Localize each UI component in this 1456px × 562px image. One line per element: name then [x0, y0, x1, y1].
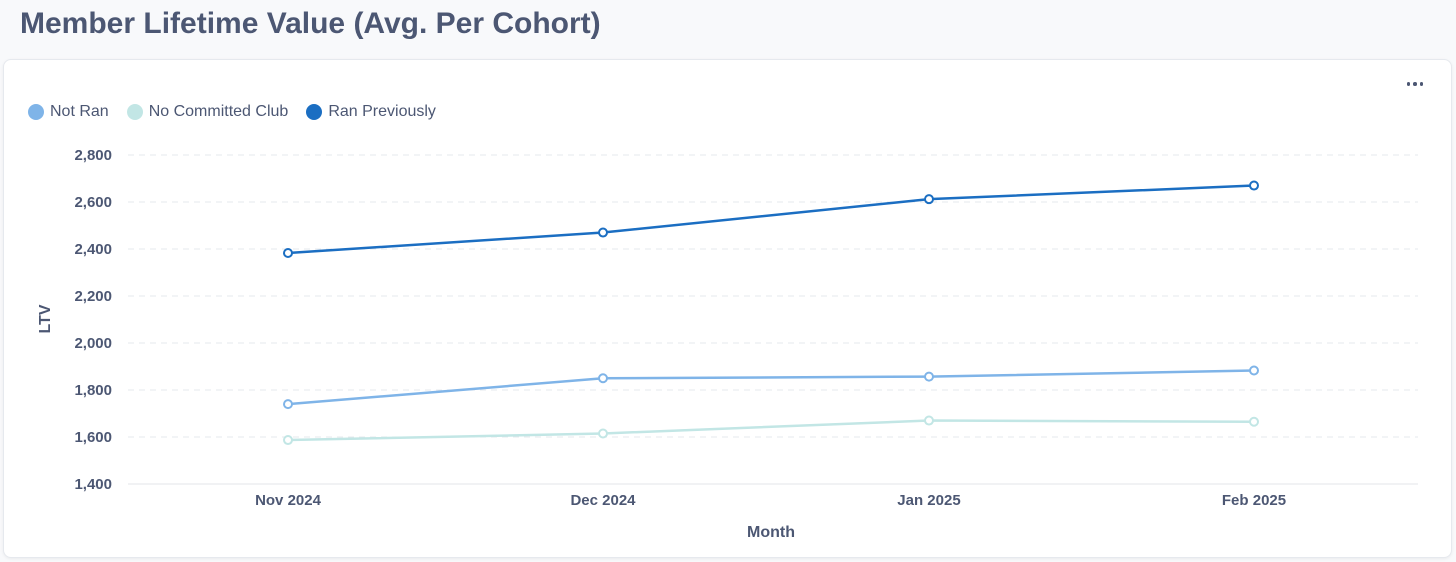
x-axis-title: Month — [747, 524, 795, 541]
data-point[interactable] — [283, 435, 293, 446]
card-menu-button[interactable] — [1397, 72, 1433, 96]
data-point[interactable] — [598, 373, 608, 384]
data-point[interactable] — [1249, 180, 1259, 191]
y-tick-label: 2,000 — [74, 335, 112, 352]
y-tick-label: 2,600 — [74, 194, 112, 211]
data-point[interactable] — [924, 415, 934, 426]
ellipsis-icon — [1406, 82, 1424, 86]
data-point[interactable] — [1249, 416, 1259, 427]
data-point[interactable] — [283, 247, 293, 258]
y-tick-label: 2,200 — [74, 288, 112, 305]
data-point[interactable] — [283, 399, 293, 410]
data-point[interactable] — [1249, 365, 1259, 376]
legend-label: No Committed Club — [148, 103, 289, 120]
series-line-2 — [286, 184, 1256, 255]
legend-swatch — [28, 104, 44, 120]
legend-item-ran-previously[interactable]: Ran Previously — [306, 103, 436, 121]
x-tick-label: Nov 2024 — [255, 492, 322, 509]
x-tick-label: Dec 2024 — [570, 492, 636, 509]
page-title: Member Lifetime Value (Avg. Per Cohort) — [20, 7, 601, 40]
y-axis-title: LTV — [37, 304, 54, 333]
x-tick-label: Feb 2025 — [1222, 492, 1286, 509]
legend-swatch — [126, 104, 143, 120]
series-line-0 — [286, 369, 1256, 406]
legend-swatch — [306, 104, 323, 120]
data-point[interactable] — [924, 194, 934, 205]
data-point[interactable] — [598, 428, 608, 439]
legend-label: Not Ran — [50, 103, 109, 120]
y-tick-label: 2,800 — [74, 147, 112, 164]
series-line-1 — [286, 419, 1256, 442]
legend-item-no-committed-club[interactable]: No Committed Club — [126, 103, 289, 121]
chart-card — [3, 59, 1452, 558]
y-tick-label: 1,800 — [74, 382, 112, 399]
x-tick-label: Jan 2025 — [897, 492, 960, 509]
y-tick-label: 2,400 — [74, 241, 112, 258]
legend-label: Ran Previously — [328, 103, 436, 120]
chart-legend: Not Ran No Committed Club Ran Previously — [28, 103, 436, 121]
y-tick-label: 1,400 — [74, 476, 112, 493]
data-point[interactable] — [598, 227, 608, 238]
legend-item-not-ran[interactable]: Not Ran — [28, 103, 109, 121]
data-point[interactable] — [924, 371, 934, 382]
y-tick-label: 1,600 — [74, 429, 112, 446]
